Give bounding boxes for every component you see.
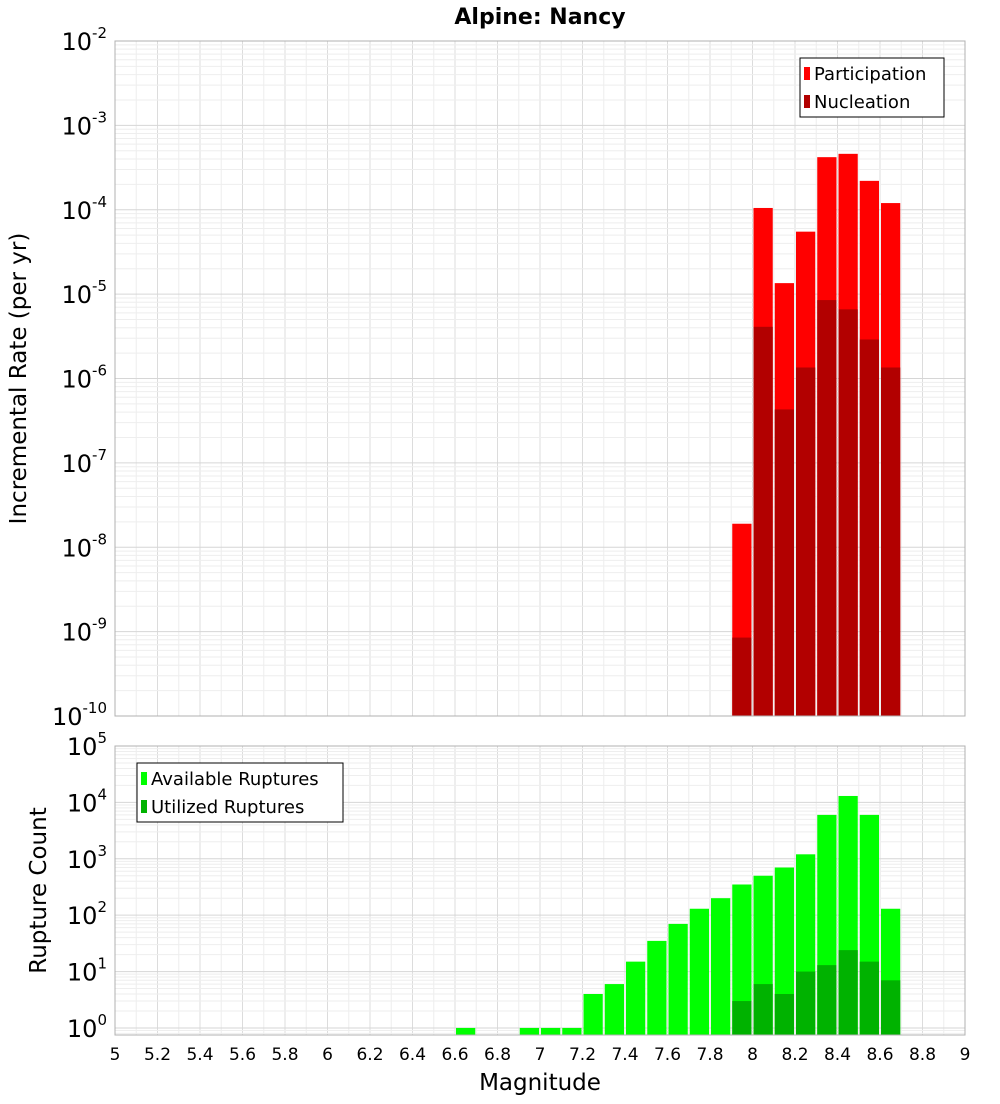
y-tick-label: 10-4 — [61, 193, 107, 225]
plot-border — [114, 40, 966, 717]
x-tick-label: 8 — [747, 1045, 758, 1065]
bar — [541, 1027, 561, 1035]
bar — [859, 339, 879, 716]
x-tick-label: 7.4 — [611, 1045, 638, 1065]
bar — [774, 994, 794, 1035]
chart-title: Alpine: Nancy — [454, 5, 625, 30]
x-tick-label: 6.4 — [399, 1045, 426, 1065]
legend-label: Utilized Ruptures — [151, 797, 304, 818]
legend-swatch — [141, 800, 147, 813]
y-tick-label: 10-8 — [61, 530, 107, 562]
bar — [626, 961, 646, 1035]
y-axis-title: Rupture Count — [26, 807, 52, 973]
y-tick-label: 103 — [67, 842, 107, 874]
bar — [732, 637, 752, 716]
x-tick-label: 5.4 — [186, 1045, 213, 1065]
legend-swatch — [804, 95, 810, 108]
y-tick-label: 105 — [67, 729, 107, 761]
bar — [817, 300, 837, 716]
x-axis-title: Magnitude — [479, 1070, 601, 1096]
x-tick-label: 5.8 — [271, 1045, 298, 1065]
y-tick-label: 10-10 — [52, 699, 107, 731]
rate-chart: 10-10 10-9 10-8 10-7 10-6 10-5 10-4 10-3 10-2 Inc… — [6, 5, 966, 731]
legend-box — [136, 762, 344, 823]
bar — [774, 867, 794, 1035]
bar — [456, 1027, 476, 1035]
bar — [668, 923, 688, 1035]
y-tick-label: 10-3 — [61, 108, 107, 140]
x-tick-label: 7.6 — [654, 1045, 681, 1065]
x-tick-label: 9 — [960, 1045, 971, 1065]
y-tick-label: 101 — [67, 955, 107, 987]
x-tick-label: 7.8 — [696, 1045, 723, 1065]
bar — [859, 961, 879, 1035]
bar — [689, 908, 709, 1035]
x-tick-label: 7.2 — [569, 1045, 596, 1065]
y-tick-label: 102 — [67, 898, 107, 930]
bar — [604, 984, 624, 1035]
legend-label: Participation — [814, 64, 926, 85]
y-tick-label: 100 — [67, 1011, 107, 1043]
y-tick-label: 10-6 — [61, 362, 107, 394]
bar — [796, 971, 816, 1035]
count-chart: 100 101 102 103 104 105 Rupture Count 5 5.2 5.4 5.… — [26, 729, 970, 1096]
x-tick-label: 5.2 — [144, 1045, 171, 1065]
x-tick-label: 8.2 — [781, 1045, 808, 1065]
bar — [838, 309, 858, 716]
x-tick-label: 8.8 — [909, 1045, 936, 1065]
bar — [583, 994, 603, 1035]
bar — [774, 409, 794, 716]
series-nucleation — [732, 300, 901, 716]
bar — [838, 950, 858, 1035]
legend-swatch — [804, 67, 810, 80]
legend: Participation Nucleation — [799, 57, 945, 118]
y-tick-label: 10-2 — [61, 24, 107, 56]
x-tick-label: 5.6 — [229, 1045, 256, 1065]
x-tick-label: 8.6 — [866, 1045, 893, 1065]
x-tick-label: 6.2 — [356, 1045, 383, 1065]
y-tick-label: 10-5 — [61, 277, 107, 309]
bar — [647, 940, 667, 1035]
series-utilized-ruptures — [732, 950, 901, 1035]
y-tick-label: 104 — [67, 785, 107, 817]
bar — [753, 326, 773, 716]
y-axis-title: Incremental Rate (per yr) — [6, 233, 32, 525]
bar — [519, 1027, 539, 1035]
x-tick-label: 6.8 — [484, 1045, 511, 1065]
x-tick-label: 7 — [535, 1045, 546, 1065]
bar — [881, 980, 901, 1035]
bar — [732, 884, 752, 1035]
y-tick-label: 10-9 — [61, 615, 107, 647]
x-tick-label: 5 — [110, 1045, 121, 1065]
bar — [796, 367, 816, 716]
bar — [711, 898, 731, 1035]
y-tick-label: 10-7 — [61, 446, 107, 478]
bar — [753, 984, 773, 1035]
legend-label: Nucleation — [814, 92, 910, 113]
legend-box — [799, 57, 945, 118]
bar — [881, 367, 901, 716]
bar — [817, 965, 837, 1035]
legend-label: Available Ruptures — [151, 769, 319, 790]
bar — [732, 1001, 752, 1035]
x-tick-label: 8.4 — [824, 1045, 851, 1065]
x-tick-label: 6 — [322, 1045, 333, 1065]
legend: Available Ruptures Utilized Ruptures — [136, 762, 344, 823]
plot-border — [114, 745, 966, 1036]
legend-swatch — [141, 772, 147, 785]
x-tick-label: 6.6 — [441, 1045, 468, 1065]
bar — [562, 1027, 582, 1035]
